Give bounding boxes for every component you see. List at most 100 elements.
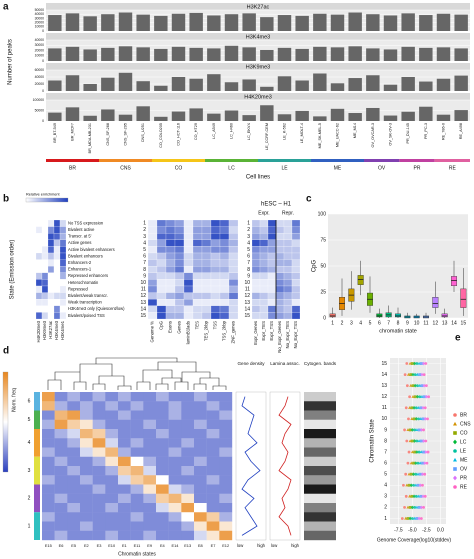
y-tick-label: 1 <box>384 516 387 522</box>
group-label: LC <box>228 165 235 171</box>
heat-cell <box>291 226 301 234</box>
dot <box>422 361 426 366</box>
dot <box>413 516 417 520</box>
heat-cell <box>192 305 203 313</box>
state-name: H3K4me3 only (Quiescent/low) <box>68 306 125 311</box>
heat-cell <box>201 239 212 247</box>
heat-cell <box>59 272 67 280</box>
row-cluster-bar <box>34 429 40 457</box>
y-tick-label: 2 <box>384 505 387 511</box>
bar <box>401 13 415 31</box>
heat-cell <box>168 521 182 531</box>
x-tick-label: -2.5 <box>422 527 431 533</box>
dot <box>417 494 421 498</box>
x-tick-label: CNS_SF-295 <box>124 123 128 146</box>
panel-label: b <box>3 194 9 205</box>
heat-cell <box>47 285 55 293</box>
heat-cell <box>80 484 93 494</box>
heat-cell <box>35 246 43 254</box>
facet-strip <box>46 3 470 10</box>
heat-cell <box>275 312 285 320</box>
heat-cell <box>67 466 81 476</box>
dot <box>453 421 457 426</box>
dot <box>453 439 457 445</box>
state-name: Bivalent active <box>68 227 95 232</box>
heat-cell <box>165 219 176 227</box>
heat-cell <box>291 312 301 320</box>
heat-cell <box>105 512 119 522</box>
panel-background <box>46 10 470 31</box>
heat-cell <box>183 305 194 313</box>
heat-cell <box>210 226 221 234</box>
bar <box>83 49 97 61</box>
heat-cell <box>181 503 195 513</box>
heat-cell <box>143 447 157 457</box>
panel-label: d <box>3 346 9 357</box>
heat-cell <box>228 292 239 300</box>
heat-cell <box>183 219 194 227</box>
x-tick-label: CO_HCT-116 <box>177 123 181 146</box>
dot <box>413 395 417 399</box>
heat-cell <box>42 475 55 485</box>
heat-cell <box>181 530 195 541</box>
heat-cell <box>181 401 195 411</box>
heat-cell <box>283 285 293 293</box>
heat-cell <box>267 252 277 260</box>
heat-cell <box>219 466 233 476</box>
dot <box>427 395 431 399</box>
dot <box>410 406 414 410</box>
heat-cell <box>53 246 61 254</box>
heat-cell <box>201 259 212 267</box>
heat-cell <box>283 305 293 313</box>
column-label: E14 <box>172 543 180 548</box>
heat-cell <box>80 512 93 522</box>
facet-strip <box>46 33 470 40</box>
heat-cell <box>118 493 131 504</box>
dot <box>415 372 419 376</box>
heat-cell <box>168 475 182 485</box>
bar <box>101 109 115 121</box>
bar <box>189 12 203 32</box>
group-label: OV <box>378 165 386 171</box>
heat-cell <box>156 484 169 494</box>
heat-cell <box>181 521 195 531</box>
heat-cell <box>259 305 269 313</box>
heat-cell <box>41 219 49 227</box>
heat-cell <box>219 285 230 293</box>
dot <box>405 384 409 388</box>
bar <box>260 86 274 91</box>
heat-cell <box>206 530 220 541</box>
dot <box>425 384 428 388</box>
column-label: ZNF_genes <box>231 321 236 343</box>
heat-cell <box>192 299 203 306</box>
heat-cell <box>54 438 68 448</box>
heat-cell <box>118 438 131 448</box>
heat-cell <box>41 279 49 287</box>
heat-cell <box>174 259 185 267</box>
column-label: TSS <box>213 321 218 329</box>
heat-cell <box>183 259 194 267</box>
x-tick-label: 4 <box>359 320 362 326</box>
bar <box>454 75 468 91</box>
legend-label: LE <box>460 448 467 454</box>
heat-cell <box>275 266 285 273</box>
state-name: Bivalent/poised TSS <box>68 313 105 318</box>
y-tick-label: 10000 <box>35 25 45 29</box>
y-tick-label: 25 <box>320 289 326 295</box>
bar <box>401 46 415 61</box>
heat-cell <box>156 419 169 430</box>
dot <box>424 394 428 399</box>
heat-cell <box>156 233 167 240</box>
cytoband <box>304 401 336 411</box>
heat-cell <box>130 419 144 430</box>
column-label: No_Expr_Genes <box>277 321 282 353</box>
heat-cell <box>275 259 285 267</box>
dot <box>415 362 419 365</box>
heat-cell <box>194 447 207 457</box>
heat-cell <box>228 305 239 313</box>
heat-cell <box>168 401 182 411</box>
dot <box>422 428 425 432</box>
heat-cell <box>210 252 221 260</box>
dot <box>415 505 419 509</box>
dot <box>413 373 417 376</box>
